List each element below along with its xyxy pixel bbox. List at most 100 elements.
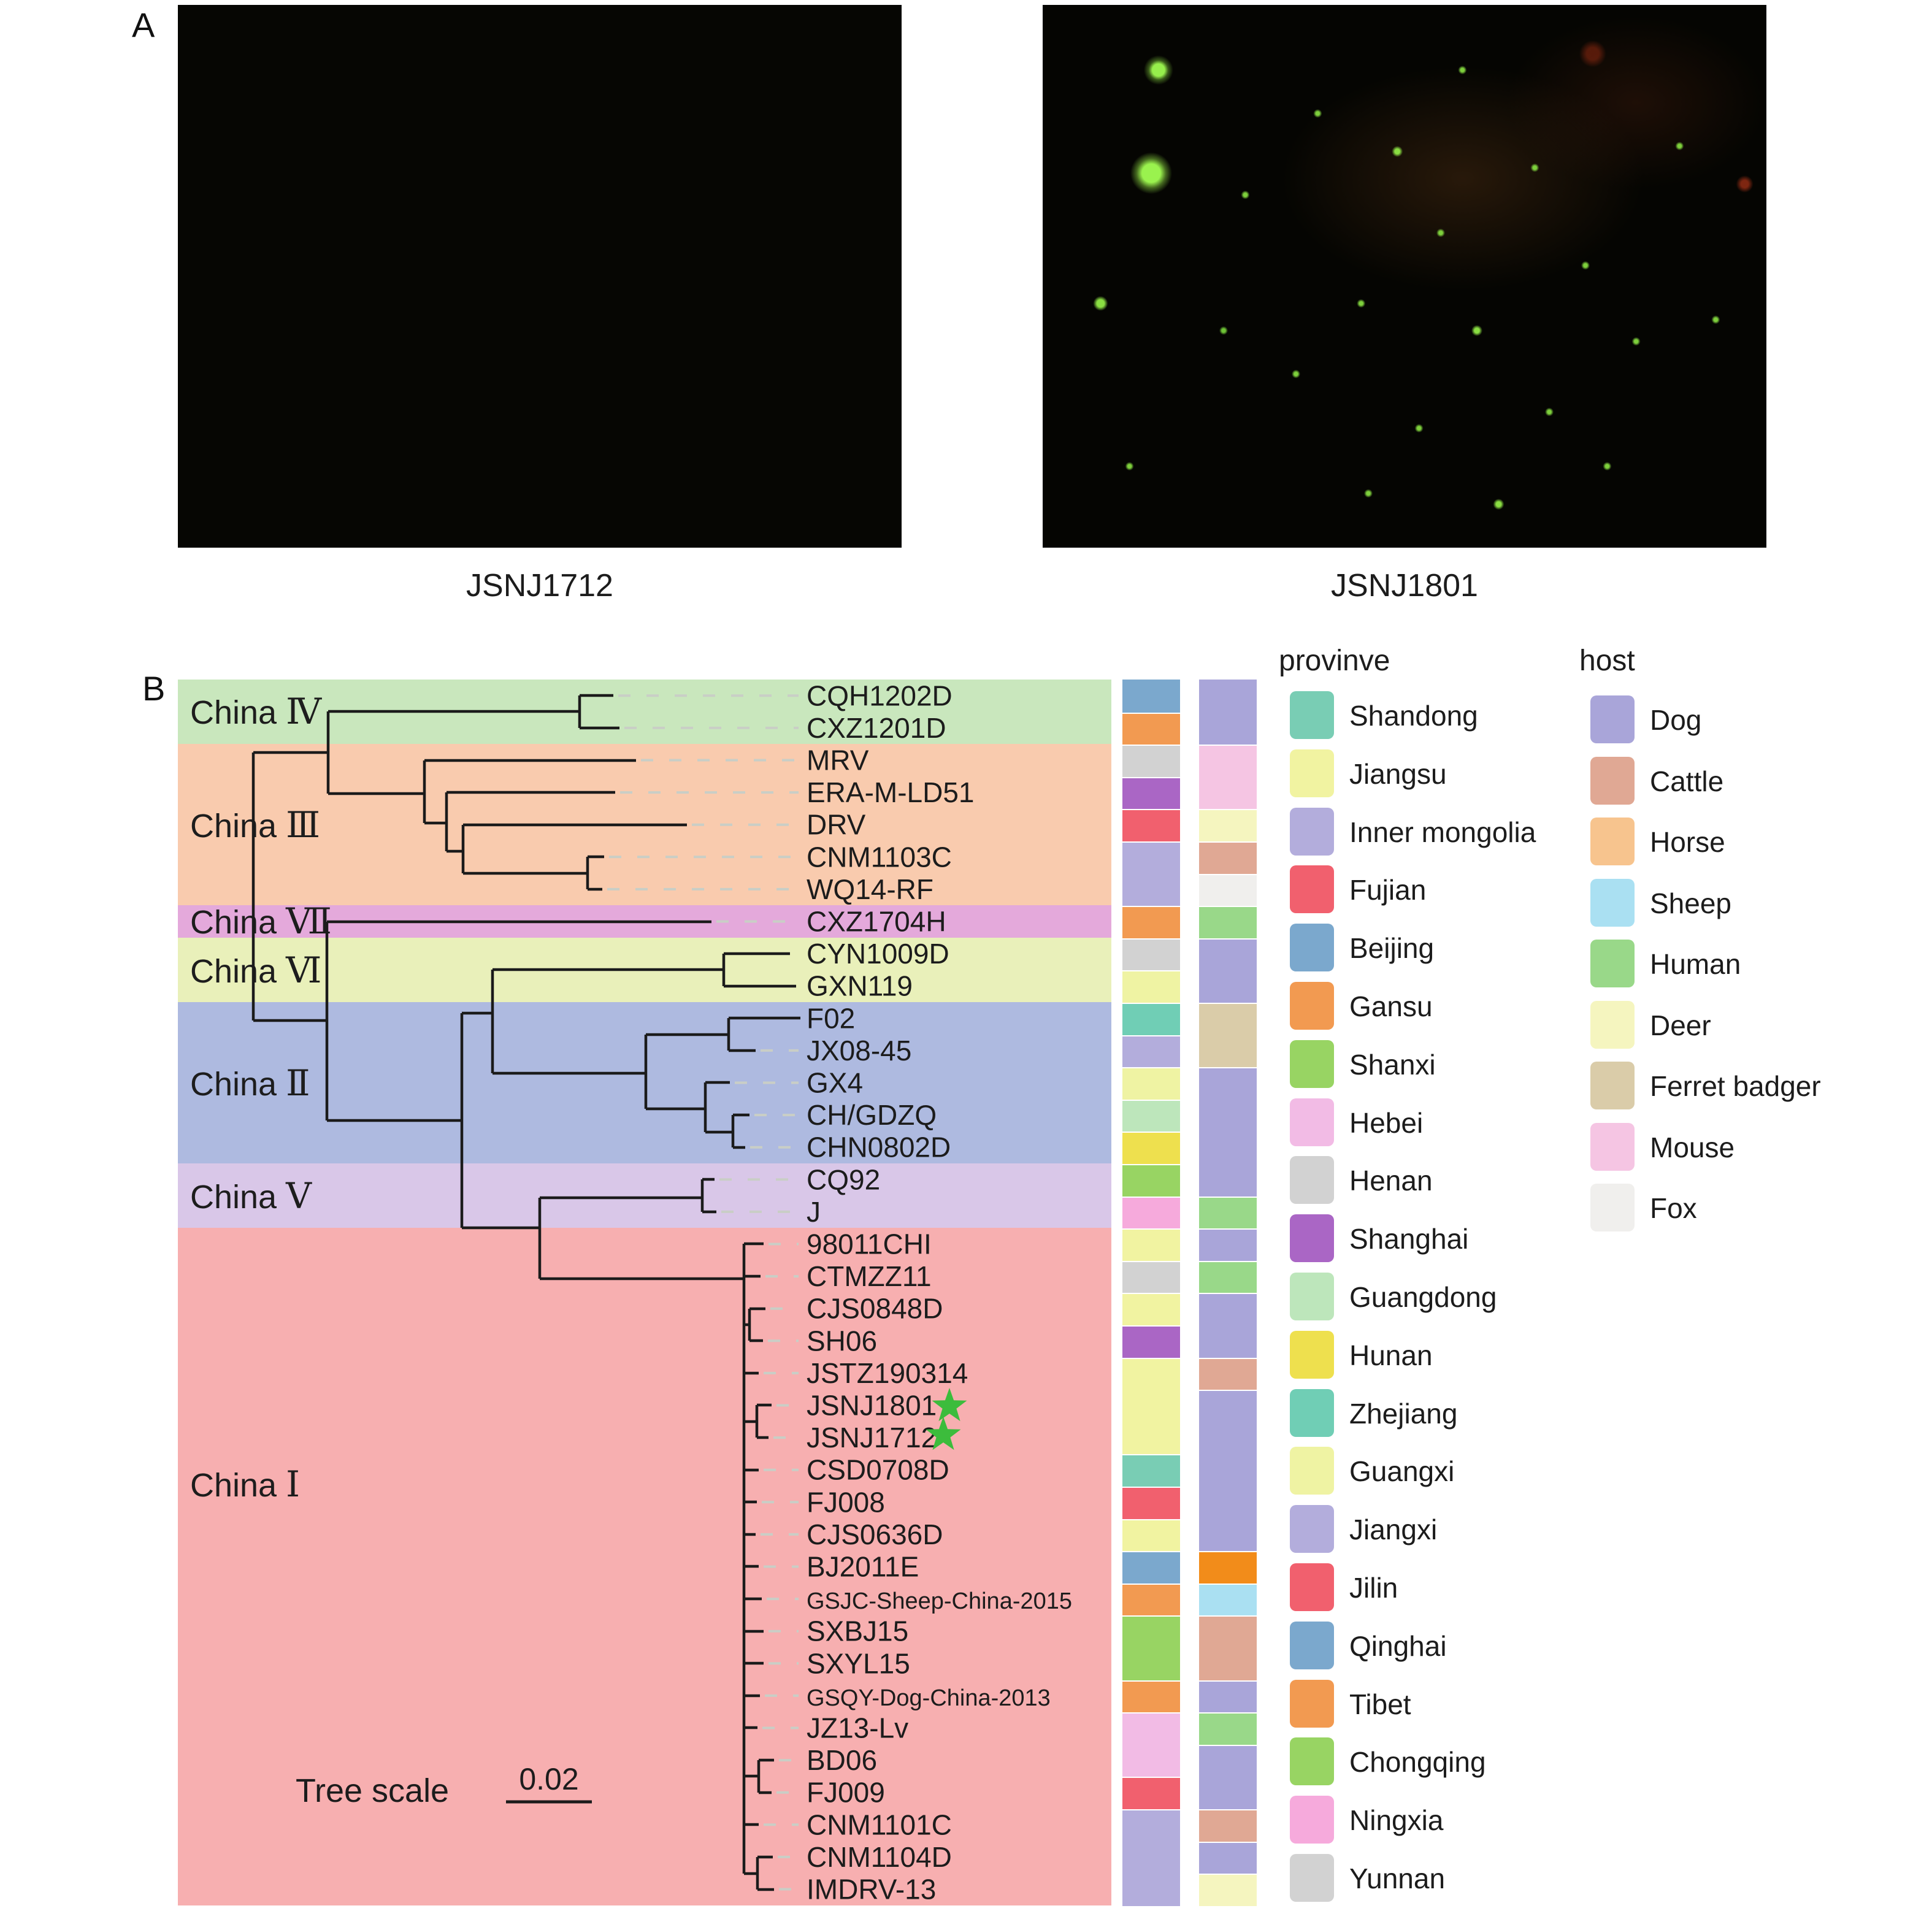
province-cell-JSNJ1712 [1122,1421,1180,1455]
taxon-label-CQH1202D: CQH1202D [807,680,953,711]
host-cell-WQ14-RF [1199,875,1257,906]
taxon-label-FJ008: FJ008 [807,1486,885,1518]
taxon-label-JZ13-Lv: JZ13-Lv [807,1712,908,1744]
micrograph-caption-right: JSNJ1801 [1331,568,1478,603]
clade-label-china-iii: China Ⅲ [190,804,321,846]
province-cell-GSQY-Dog-China-2013 [1122,1681,1180,1713]
host-cell-CNM1103C [1199,843,1257,874]
taxon-label-JSTZ190314: JSTZ190314 [807,1357,968,1389]
host-cell-CQ92 [1199,1163,1257,1197]
province-cell-J [1122,1197,1180,1229]
legend-swatch-Hebei [1290,1098,1334,1146]
legend-swatch-Guangdong [1290,1273,1334,1320]
legend-label-Ferret badger: Ferret badger [1650,1070,1821,1102]
host-cell-CH/GDZQ [1199,1098,1257,1132]
legend-label-Zhejiang: Zhejiang [1349,1397,1458,1430]
legend-swatch-Gansu [1290,982,1334,1030]
province-cell-CNM1103C [1122,843,1180,874]
host-cell-CTMZZ11 [1199,1262,1257,1293]
star-icon-JSNJ1712 [926,1417,961,1450]
legend-label-Inner mongolia: Inner mongolia [1349,816,1536,848]
legend-swatch-Deer [1590,1000,1635,1049]
taxon-label-J: J [807,1196,821,1228]
province-cell-CQH1202D [1122,680,1180,713]
legend-swatch-Mouse [1590,1122,1635,1171]
province-cell-ERA-M-LD51 [1122,778,1180,810]
province-cell-JSNJ1801 [1122,1389,1180,1422]
province-cell-CJS0848D [1122,1294,1180,1325]
province-cell-CNM1101C [1122,1810,1180,1842]
leaf-leader-dashes [607,694,799,1891]
micrograph-jsnj1801 [1043,5,1766,548]
legend-label-Qinghai: Qinghai [1349,1630,1447,1662]
legend-label-Horse: Horse [1650,826,1725,858]
clade-label-china-iv: China Ⅳ [190,691,322,732]
host-cell-98011CHI [1199,1230,1257,1261]
legend-swatch-Henan [1290,1156,1334,1204]
province-cell-CTMZZ11 [1122,1262,1180,1293]
host-cell-JSNJ1801 [1199,1391,1257,1422]
taxon-label-CNM1104D: CNM1104D [807,1841,952,1873]
legend-swatch-Fox [1590,1184,1635,1231]
taxon-label-GSJC-Sheep-China-2015: GSJC-Sheep-China-2015 [807,1588,1072,1614]
legend-swatch-Chongqing [1290,1737,1334,1786]
host-cell-JSNJ1712 [1199,1421,1257,1455]
legend-swatch-Shanghai [1290,1214,1334,1263]
band-china-v [178,1163,1111,1228]
taxon-label-GXN119: GXN119 [807,970,913,1002]
host-cell-JZ13-Lv [1199,1714,1257,1745]
legend-title-province: provinve [1279,645,1390,677]
legend-swatch-Fujian [1290,865,1334,914]
host-cell-CYN1009D [1199,939,1257,971]
legend-swatch-Jiangxi [1290,1505,1334,1553]
legend-label-Gansu: Gansu [1349,990,1433,1022]
clade-label-china-i: China Ⅰ [190,1463,301,1505]
province-cell-CQ92 [1122,1165,1180,1197]
taxon-label-JX08-45: JX08-45 [807,1035,911,1067]
host-cell-CJS0848D [1199,1294,1257,1325]
host-cell-GXN119 [1199,970,1257,1003]
legend-label-Ningxia: Ningxia [1349,1804,1444,1837]
tree-branches [251,694,800,1891]
province-cell-DRV [1122,810,1180,841]
host-cell-CNM1104D [1199,1842,1257,1874]
clade-label-china-v: China Ⅴ [190,1175,312,1217]
legend-label-Fox: Fox [1650,1192,1697,1224]
taxon-label-FJ009: FJ009 [807,1777,885,1809]
province-cell-CXZ1201D [1122,713,1180,745]
taxon-label-CNM1101C: CNM1101C [807,1809,952,1840]
province-cell-CSD0708D [1122,1455,1180,1487]
taxon-label-98011CHI: 98011CHI [807,1228,932,1260]
taxon-label-CTMZZ11: CTMZZ11 [807,1260,932,1292]
taxon-label-CH/GDZQ: CH/GDZQ [807,1099,937,1131]
legend-label-Mouse: Mouse [1650,1131,1735,1163]
host-cell-CXZ1704H [1199,907,1257,938]
taxon-label-GX4: GX4 [807,1067,863,1099]
host-cell-IMDRV-13 [1199,1875,1257,1906]
province-cell-CXZ1704H [1122,907,1180,938]
clade-label-china-vi: China Ⅵ [190,949,322,991]
legend-swatch-Shanxi [1290,1040,1334,1088]
star-icon-JSNJ1801 [932,1388,967,1422]
legend-label-Hunan: Hunan [1349,1339,1433,1371]
province-cell-GXN119 [1122,971,1180,1003]
host-cell-CXZ1201D [1199,711,1257,745]
legend-swatch-Inner mongolia [1290,807,1334,856]
host-cell-FJ009 [1199,1776,1257,1809]
taxon-label-DRV: DRV [807,809,866,841]
legend-swatch-Qinghai [1290,1621,1334,1669]
host-cell-CQH1202D [1199,680,1257,713]
legend-swatch-Dog [1590,695,1635,743]
legend-swatch-Human [1590,940,1635,987]
taxon-label-CJS0636D: CJS0636D [807,1518,943,1550]
legend-swatch-Jilin [1290,1563,1334,1611]
legend-label-Guangdong: Guangdong [1349,1281,1497,1313]
host-cell-CJS0636D [1199,1518,1257,1552]
legend-label-Jiangxi: Jiangxi [1349,1514,1438,1546]
legend-swatch-Yunnan [1290,1854,1334,1902]
province-cell-BJ2011E [1122,1552,1180,1584]
micrograph-jsnj1712 [178,5,902,548]
province-cell-JX08-45 [1122,1036,1180,1068]
host-cell-GX4 [1199,1068,1257,1100]
